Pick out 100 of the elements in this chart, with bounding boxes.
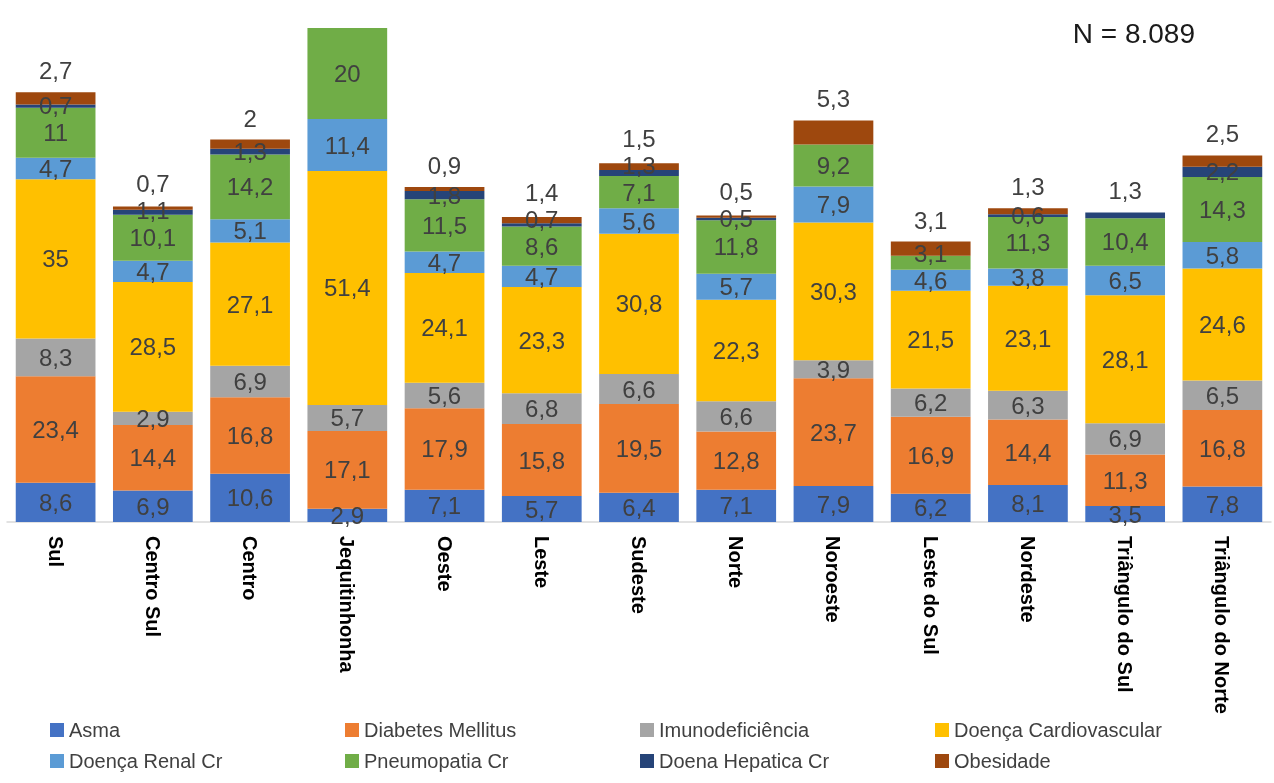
data-label: 2,7 xyxy=(38,57,73,85)
data-label: 1,3 xyxy=(1108,177,1142,205)
bar xyxy=(696,299,777,402)
bar xyxy=(1085,212,1166,219)
data-label: 17,9 xyxy=(421,435,468,463)
data-label: 6,9 xyxy=(233,368,267,396)
data-label: 6,2 xyxy=(914,494,948,522)
data-label: 11,3 xyxy=(1005,229,1051,257)
data-label: 5,6 xyxy=(427,381,462,409)
legend-label: Diabetes Mellitus xyxy=(364,719,517,741)
data-label: 28,5 xyxy=(129,333,177,361)
bar xyxy=(404,489,485,522)
bar xyxy=(1182,268,1263,381)
bar xyxy=(307,170,388,405)
bar xyxy=(501,496,582,522)
bar xyxy=(988,390,1068,420)
data-label: 11,8 xyxy=(713,233,759,261)
x-tick-label: Leste do Sul xyxy=(919,536,942,655)
bar xyxy=(696,273,777,300)
data-label: 3,5 xyxy=(1108,500,1142,528)
data-label: 7,1 xyxy=(622,178,656,206)
data-label: 11 xyxy=(43,119,69,147)
bar xyxy=(793,120,874,145)
data-label: 23,7 xyxy=(810,418,857,446)
data-label: 51,4 xyxy=(323,274,371,302)
bar xyxy=(307,404,388,431)
data-label: 10,6 xyxy=(226,484,274,512)
bar xyxy=(210,397,290,474)
data-label: 0,6 xyxy=(1011,202,1045,230)
data-label: 14,4 xyxy=(129,444,177,472)
data-label: 0,9 xyxy=(427,151,462,179)
data-label: 12,8 xyxy=(712,447,760,475)
data-label: 8,6 xyxy=(525,232,559,260)
bar xyxy=(988,485,1068,522)
data-label: 24,6 xyxy=(1199,310,1246,338)
bar xyxy=(307,119,388,171)
data-label: 7,8 xyxy=(1205,490,1240,518)
data-label: 5,6 xyxy=(622,207,656,235)
x-tick-label: Nordeste xyxy=(1016,536,1039,623)
data-label: 8,1 xyxy=(1011,490,1045,518)
bar xyxy=(988,419,1068,486)
bar xyxy=(307,28,388,120)
bar xyxy=(501,424,582,497)
data-label: 14,2 xyxy=(226,173,274,201)
data-label: 1,5 xyxy=(622,124,656,152)
data-label: 1,3 xyxy=(1011,173,1045,201)
data-label: 24,1 xyxy=(421,314,468,342)
bar xyxy=(793,486,874,522)
bar xyxy=(696,489,777,522)
legend-label: Pneumopatia Cr xyxy=(364,750,509,772)
data-label: 4,7 xyxy=(136,257,170,285)
data-label: 8,6 xyxy=(38,488,73,516)
data-label: 30,3 xyxy=(810,277,857,305)
data-label: 3,8 xyxy=(1011,263,1045,291)
data-label: 4,7 xyxy=(427,248,462,276)
data-label: 16,9 xyxy=(907,441,955,469)
bar xyxy=(1085,454,1166,507)
bar xyxy=(793,144,874,187)
data-label: 2 xyxy=(243,104,257,132)
legend-label: Doença Cardiovascular xyxy=(954,719,1163,741)
data-label: 6,9 xyxy=(136,492,170,520)
data-label: 14,3 xyxy=(1199,195,1246,223)
data-label: 0,7 xyxy=(136,170,170,198)
data-label: 7,1 xyxy=(427,492,462,520)
data-label: 30,8 xyxy=(615,290,663,318)
bar xyxy=(890,290,971,389)
bar xyxy=(1085,423,1166,455)
bar xyxy=(793,186,874,223)
data-label: 17,1 xyxy=(323,456,371,484)
data-label: 9,2 xyxy=(816,152,851,179)
legend-label: Obesidade xyxy=(954,750,1051,772)
bar xyxy=(501,287,582,394)
bar xyxy=(307,430,388,509)
bar xyxy=(112,282,193,412)
data-label: 0,5 xyxy=(719,178,753,206)
data-label: 5,3 xyxy=(816,85,851,113)
data-label: 5,8 xyxy=(1205,241,1240,269)
data-label: 1,4 xyxy=(525,178,559,206)
data-label: 6,5 xyxy=(1108,266,1142,294)
data-label: 0,7 xyxy=(38,92,73,120)
data-label: 6,8 xyxy=(525,395,559,423)
data-label: 27,1 xyxy=(226,290,274,318)
data-label: 22,3 xyxy=(712,337,760,365)
x-tick-label: Noroeste xyxy=(822,536,845,623)
x-tick-label: Triângulo do Sul xyxy=(1114,536,1137,693)
bar xyxy=(793,222,874,361)
x-tick-label: Triângulo do Norte xyxy=(1211,536,1234,714)
data-label: 20 xyxy=(333,60,361,88)
x-tick-label: Sudeste xyxy=(628,536,650,614)
x-tick-label: Norte xyxy=(725,536,748,589)
data-label: 10,4 xyxy=(1101,228,1149,256)
legend-label: Doença Renal Cr xyxy=(69,750,223,772)
data-label: 28,1 xyxy=(1101,345,1149,373)
data-label: 6,2 xyxy=(914,389,948,417)
data-label: 6,5 xyxy=(1205,381,1240,409)
data-label: 7,9 xyxy=(816,190,851,218)
data-label: 2,5 xyxy=(1205,120,1240,148)
data-label: 5,1 xyxy=(233,217,267,245)
x-tick-label: Sul xyxy=(44,536,67,568)
data-label: 4,6 xyxy=(914,266,948,294)
